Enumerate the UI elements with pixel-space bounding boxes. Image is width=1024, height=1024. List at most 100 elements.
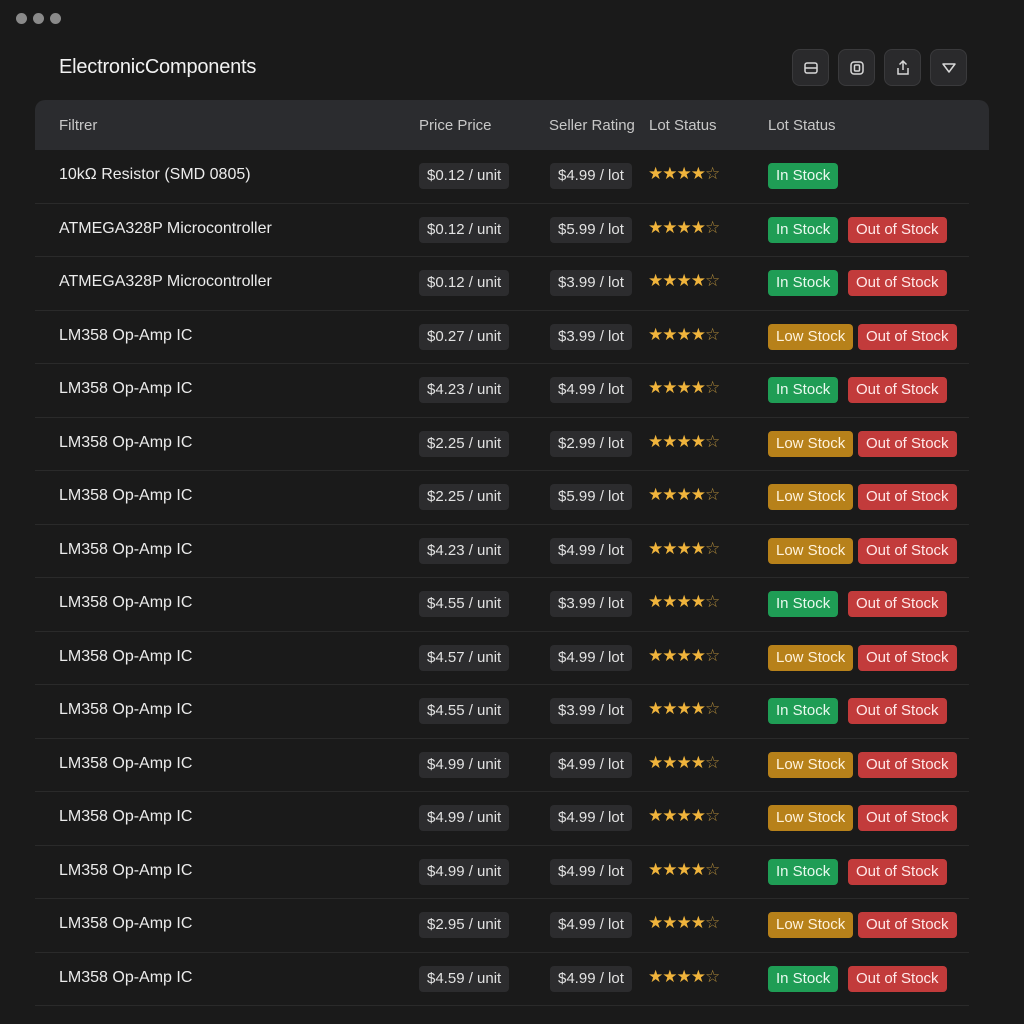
- stock-status-badge: Low Stock: [768, 537, 854, 564]
- seller-rating: ★★★★☆: [648, 485, 720, 505]
- component-name[interactable]: LM358 Op-Amp IC: [59, 968, 193, 986]
- star-filled-icon: ★★★★: [648, 431, 706, 451]
- share-icon: [896, 59, 909, 75]
- stock-status-badge: In Stock: [768, 377, 839, 403]
- lot-price: $4.99 / lot: [550, 377, 632, 403]
- stock-status-badge: Low Stock: [768, 323, 854, 350]
- table-row[interactable]: LM358 Op-Amp IC $2.25 / unit $2.99 / lot ★★…: [35, 418, 969, 471]
- seller-rating: ★★★★☆: [648, 592, 720, 612]
- star-filled-icon: ★★★★: [648, 378, 706, 397]
- table-row[interactable]: LM358 Op-Amp IC $4.23 / unit $4.99 / lot ★★…: [35, 525, 969, 578]
- component-name[interactable]: LM358 Op-Amp IC: [59, 326, 193, 344]
- unit-price: $4.55 / unit: [419, 698, 510, 724]
- lot-price: $4.99 / lot: [550, 644, 632, 671]
- component-name[interactable]: LM358 Op-Amp IC: [59, 808, 193, 825]
- star-filled-icon: ★★★★: [648, 859, 706, 879]
- star-empty-icon: ☆: [704, 806, 720, 825]
- table-row[interactable]: LM358 Op-Amp IC $4.57 / unit $4.99 / lot ★★…: [35, 632, 969, 685]
- table-row[interactable]: LM358 Op-Amp IC $0.27 / unit $3.99 / lot ★★…: [35, 311, 969, 364]
- stock-status-badge: Low Stock: [768, 484, 854, 510]
- table-row[interactable]: LM358 Op-Amp IC $4.99 / unit $4.99 / lot ★★…: [35, 846, 969, 899]
- unit-price: $0.27 / unit: [419, 323, 510, 350]
- table-row[interactable]: LM358 Op-Amp IC $4.55 / unit $3.99 / lot ★★…: [35, 578, 969, 632]
- window-zoom-button[interactable]: [50, 13, 61, 24]
- table-row[interactable]: LM358 Op-Amp IC $2.95 / unit $4.99 / lot ★★…: [35, 899, 969, 953]
- star-empty-icon: ☆: [704, 324, 720, 344]
- stock-status-badge: In Stock: [768, 591, 839, 617]
- unit-price: $4.23 / unit: [419, 377, 510, 403]
- component-name[interactable]: LM358 Op-Amp IC: [59, 487, 193, 504]
- star-empty-icon: ☆: [704, 966, 720, 986]
- star-empty-icon: ☆: [704, 859, 720, 879]
- lot-price: $3.99 / lot: [550, 323, 632, 350]
- lot-price: $4.99 / lot: [550, 537, 632, 564]
- lot-status-badge: Out of Stock: [848, 377, 947, 403]
- stock-status-badge: In Stock: [768, 163, 839, 189]
- column-header-filter[interactable]: Filtrer: [59, 117, 98, 134]
- share-button[interactable]: [884, 49, 921, 86]
- component-name[interactable]: LM358 Op-Amp IC: [59, 594, 193, 611]
- unit-price: $2.25 / unit: [419, 430, 510, 457]
- seller-rating: ★★★★☆: [648, 752, 720, 773]
- lot-price: $3.99 / lot: [550, 698, 632, 724]
- unit-price: $0.12 / unit: [419, 270, 510, 296]
- component-name[interactable]: LM358 Op-Amp IC: [59, 861, 193, 879]
- component-name[interactable]: LM358 Op-Amp IC: [59, 380, 193, 397]
- component-name[interactable]: LM358 Op-Amp IC: [59, 647, 193, 665]
- stock-status-badge: In Stock: [768, 965, 839, 992]
- stock-status-badge: In Stock: [768, 858, 839, 885]
- star-empty-icon: ☆: [704, 752, 720, 772]
- table-row[interactable]: LM358 Op-Amp IC $4.99 / unit $4.99 / lot ★★…: [35, 792, 969, 846]
- seller-rating: ★★★★☆: [648, 806, 720, 826]
- unit-price: $4.57 / unit: [419, 644, 510, 671]
- lot-status-badge: Out of Stock: [858, 805, 957, 831]
- window-close-button[interactable]: [16, 13, 27, 24]
- panel-button[interactable]: [838, 49, 875, 86]
- window-controls: [16, 13, 61, 24]
- lot-status-badge: Out of Stock: [848, 216, 947, 243]
- table-row[interactable]: ATMEGA328P Microcontroller $0.12 / unit $3…: [35, 257, 969, 311]
- table-row[interactable]: LM358 Op-Amp IC $4.99 / unit $4.99 / lot ★★…: [35, 739, 969, 792]
- component-name[interactable]: LM358 Op-Amp IC: [59, 915, 193, 932]
- table-row[interactable]: LM358 Op-Amp IC $4.59 / unit $4.99 / lot ★★…: [35, 953, 969, 1006]
- component-name[interactable]: 10kΩ Resistor (SMD 0805): [59, 166, 251, 183]
- seller-rating: ★★★★☆: [648, 645, 720, 666]
- table-body: 10kΩ Resistor (SMD 0805) $0.12 / unit $4.9…: [35, 150, 989, 1006]
- table-row[interactable]: LM358 Op-Amp IC $4.23 / unit $4.99 / lot ★★…: [35, 364, 969, 418]
- table-row[interactable]: LM358 Op-Amp IC $4.55 / unit $3.99 / lot ★★…: [35, 685, 969, 739]
- component-name[interactable]: LM358 Op-Amp IC: [59, 754, 193, 772]
- toolbar: [792, 49, 967, 86]
- star-filled-icon: ★★★★: [648, 217, 706, 237]
- table-row[interactable]: ATMEGA328P Microcontroller $0.12 / unit $5…: [35, 204, 969, 257]
- layout-icon: [803, 61, 818, 74]
- component-name[interactable]: LM358 Op-Amp IC: [59, 433, 193, 451]
- layout-button[interactable]: [792, 49, 829, 86]
- lot-status-badge: Out of Stock: [858, 537, 957, 564]
- unit-price: $0.12 / unit: [419, 216, 510, 243]
- table-row[interactable]: LM358 Op-Amp IC $2.25 / unit $5.99 / lot ★★…: [35, 471, 969, 525]
- star-empty-icon: ☆: [704, 485, 720, 504]
- column-header-lot-status[interactable]: Lot Status: [649, 117, 717, 134]
- lot-price: $4.99 / lot: [550, 805, 632, 831]
- star-filled-icon: ★★★★: [648, 913, 706, 932]
- column-header-price[interactable]: Price Price: [419, 117, 492, 134]
- seller-rating: ★★★★☆: [648, 324, 720, 345]
- table-row[interactable]: 10kΩ Resistor (SMD 0805) $0.12 / unit $4.9…: [35, 150, 969, 204]
- unit-price: $4.99 / unit: [419, 751, 510, 778]
- filter-button[interactable]: [930, 49, 967, 86]
- lot-status-badge: Out of Stock: [848, 591, 947, 617]
- table-header: Filtrer Price Price Seller Rating Lot St…: [35, 100, 989, 150]
- column-header-lot-status-2[interactable]: Lot Status: [768, 117, 836, 134]
- filter-icon: [941, 62, 956, 73]
- seller-rating: ★★★★☆: [648, 431, 720, 452]
- component-name[interactable]: ATMEGA328P Microcontroller: [59, 219, 272, 237]
- component-name[interactable]: LM358 Op-Amp IC: [59, 701, 193, 718]
- component-name[interactable]: ATMEGA328P Microcontroller: [59, 273, 272, 290]
- unit-price: $4.99 / unit: [419, 805, 510, 831]
- window-minimize-button[interactable]: [33, 13, 44, 24]
- lot-status-badge: Out of Stock: [858, 323, 957, 350]
- column-header-seller-rating[interactable]: Seller Rating: [549, 117, 635, 134]
- component-name[interactable]: LM358 Op-Amp IC: [59, 540, 193, 558]
- stock-status-badge: In Stock: [768, 216, 839, 243]
- star-empty-icon: ☆: [704, 645, 720, 665]
